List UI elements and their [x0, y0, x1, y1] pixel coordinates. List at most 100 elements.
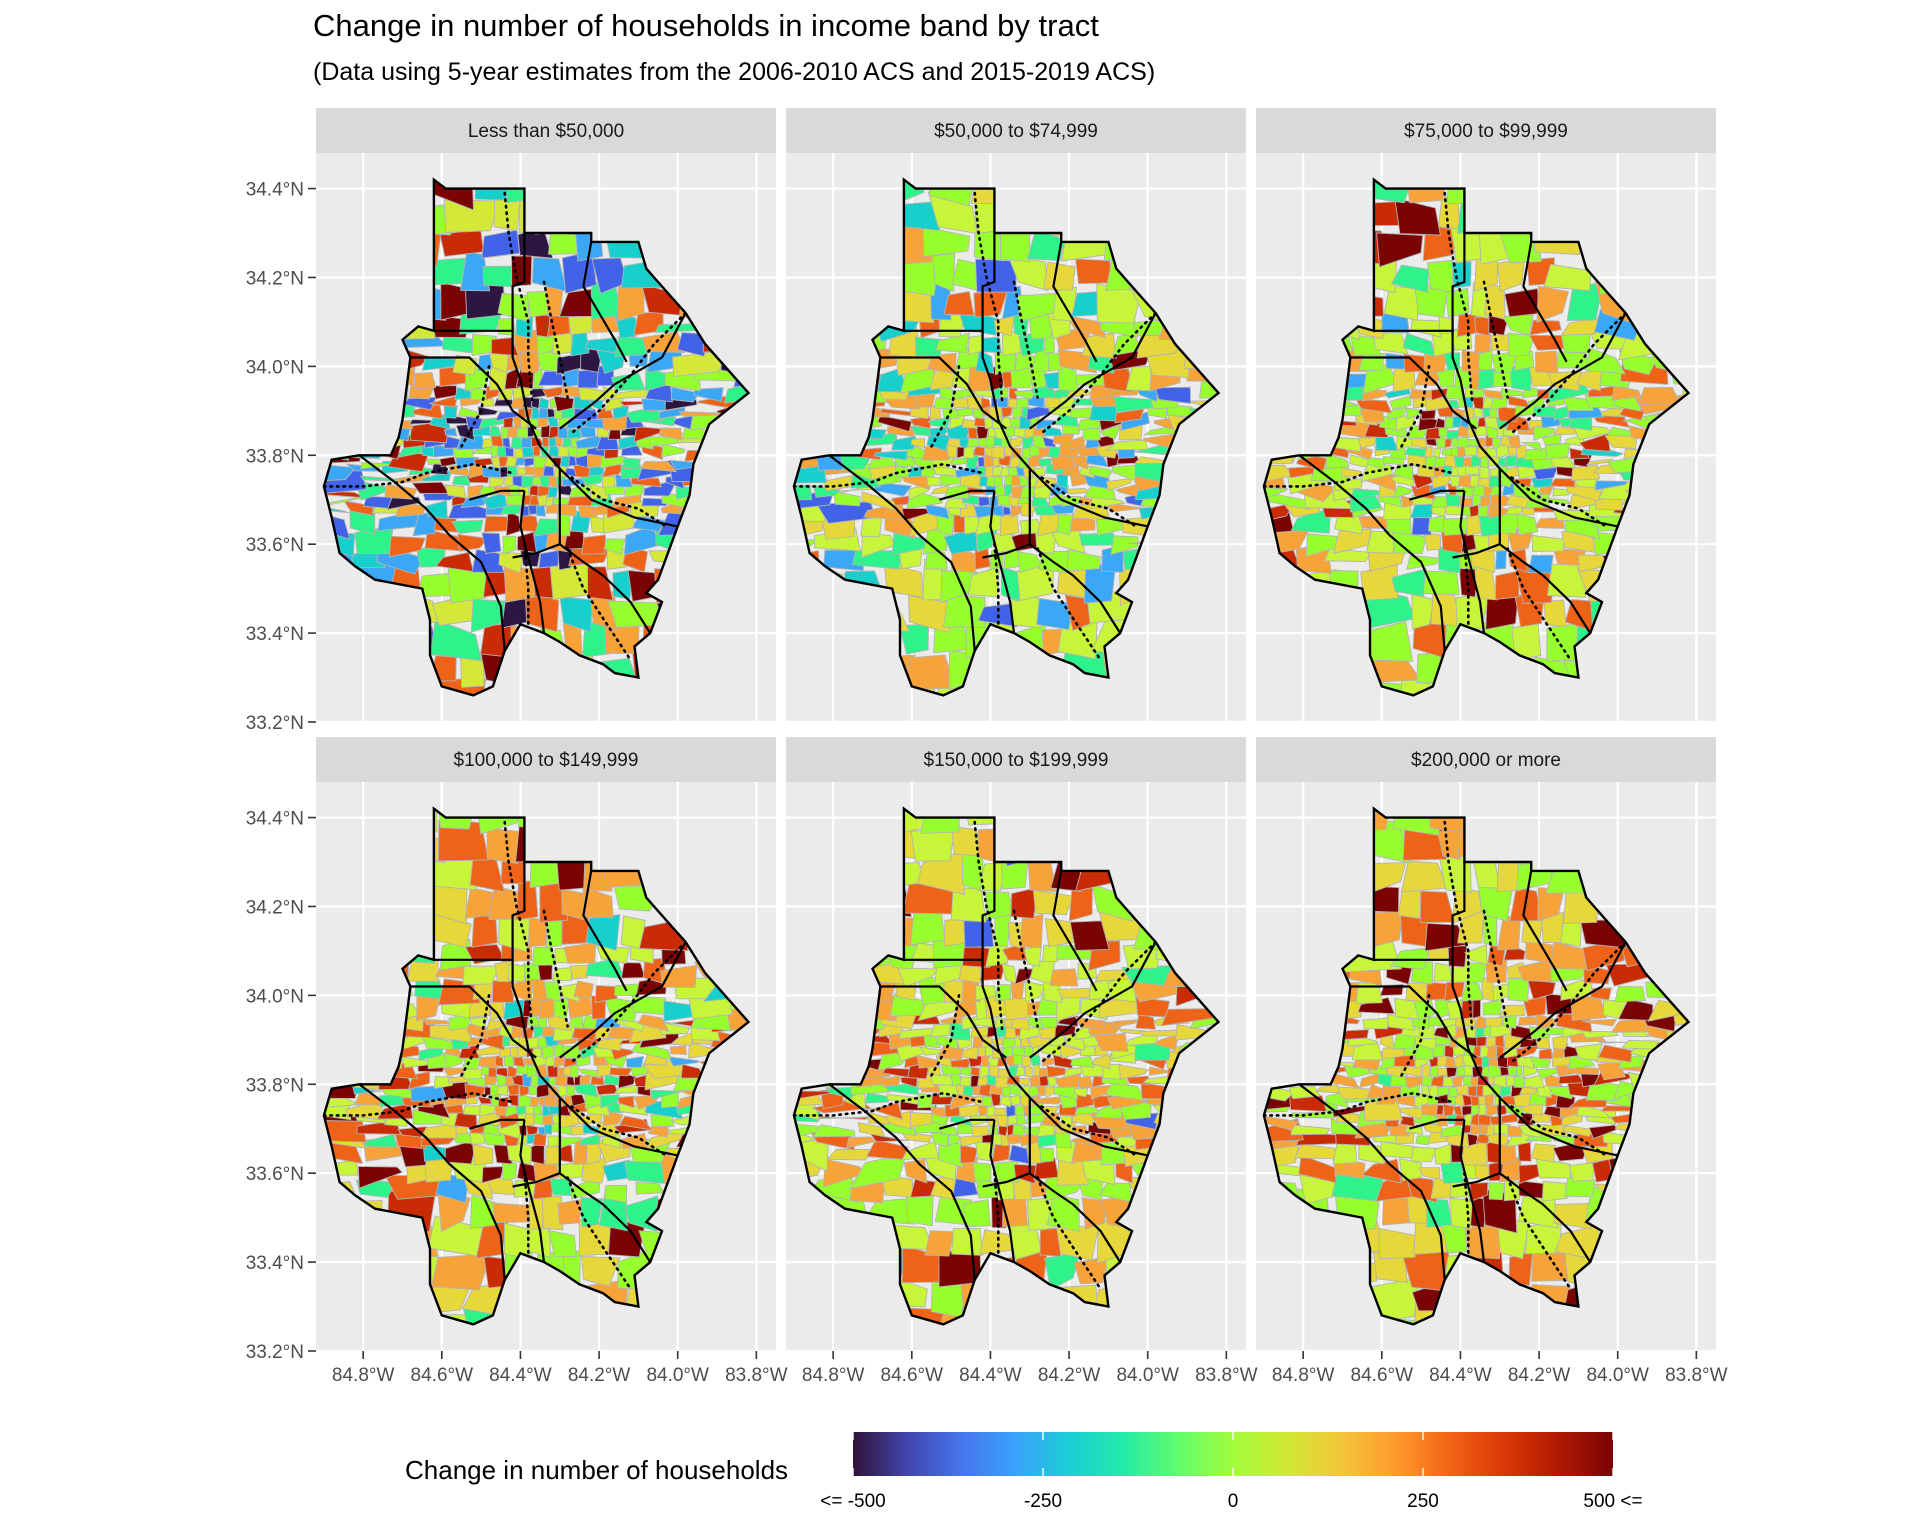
census-tract [1011, 1047, 1026, 1057]
census-tract [566, 1076, 576, 1087]
census-tract [451, 519, 484, 535]
chart-subtitle: (Data using 5-year estimates from the 20… [313, 58, 1156, 86]
census-tract [640, 461, 678, 473]
census-tract [1002, 505, 1012, 516]
census-tract [1120, 411, 1150, 432]
census-tract [962, 1199, 991, 1228]
census-tract [1507, 1066, 1518, 1076]
census-tract [1516, 512, 1539, 536]
census-tract [623, 457, 641, 470]
census-tract [532, 445, 541, 457]
census-tract [1071, 397, 1094, 406]
census-tract [1135, 1012, 1157, 1030]
census-tract [525, 1124, 539, 1136]
highway-line [993, 1171, 1000, 1255]
highway-line [1482, 909, 1509, 1028]
census-tract [1421, 1084, 1431, 1096]
county-border [358, 1083, 506, 1280]
census-tract [1456, 436, 1471, 448]
census-tract [1498, 457, 1506, 468]
county-border [1052, 241, 1098, 363]
x-tick-label: 84.0°W [1586, 1365, 1649, 1386]
census-tract [1289, 1094, 1328, 1112]
census-tract [1355, 398, 1393, 414]
census-tract [386, 496, 422, 511]
census-tract [1450, 447, 1459, 457]
census-tract [539, 474, 551, 488]
county-border [582, 241, 628, 363]
census-tract [833, 491, 861, 507]
x-tick-label: 83.8°W [1195, 1365, 1258, 1386]
highway-line [993, 542, 1000, 626]
census-tract [1394, 197, 1441, 236]
census-tract [916, 1054, 941, 1069]
census-tract [1386, 406, 1408, 421]
highway-line [542, 280, 569, 399]
county-border [989, 490, 1016, 634]
census-tract [1501, 314, 1534, 336]
census-tract [954, 464, 979, 478]
census-tract [515, 1063, 529, 1075]
census-tract [939, 385, 954, 401]
county-border [469, 489, 525, 501]
census-tract [1493, 1124, 1511, 1135]
county-border [939, 489, 995, 501]
x-tick-label: 83.8°W [1665, 1365, 1728, 1386]
census-tract [618, 1115, 654, 1131]
census-tract [582, 885, 614, 918]
county-border [582, 870, 628, 992]
census-tract [959, 1144, 978, 1164]
facet-panel: $150,000 to $199,999 84.8°W 84.6°W 84.4°W 84… [786, 737, 1258, 1386]
census-tract [967, 335, 983, 356]
facet-strip [1256, 737, 1716, 782]
census-tract [1464, 944, 1488, 966]
facet-strip [316, 108, 776, 153]
census-tract [1564, 1175, 1596, 1198]
census-tract [580, 534, 607, 555]
census-tract [1443, 1103, 1456, 1117]
census-tract [923, 1033, 941, 1049]
census-tract [1448, 399, 1460, 409]
census-tract [1398, 1158, 1423, 1182]
census-tract [1409, 389, 1436, 400]
census-tract [943, 917, 965, 947]
census-tract [1362, 1017, 1390, 1030]
county-border [559, 543, 652, 634]
census-tract [993, 1107, 1007, 1116]
census-tract [680, 1063, 707, 1079]
census-tract [625, 1055, 645, 1068]
census-tract [1570, 464, 1601, 481]
census-tract [1021, 1126, 1040, 1138]
census-tract [573, 980, 594, 999]
county-border [1452, 543, 1501, 559]
highway-line [1443, 191, 1474, 404]
census-tract [1325, 452, 1350, 469]
x-tick-label: 84.6°W [1351, 1365, 1414, 1386]
census-tract [1473, 1015, 1487, 1029]
census-tract [1029, 1054, 1041, 1066]
census-tract [541, 1025, 555, 1037]
census-tract [995, 1016, 1005, 1029]
county-border [903, 862, 996, 961]
census-tract [1518, 1124, 1548, 1138]
county-border [1350, 985, 1477, 1059]
highway-line [570, 476, 668, 528]
census-tract [951, 1228, 983, 1256]
y-tick-label: 33.6°N [246, 535, 304, 556]
census-tract [379, 1095, 405, 1108]
census-tract [1540, 911, 1564, 943]
census-tract [602, 1159, 633, 1182]
census-tract [637, 1014, 670, 1033]
census-tract [584, 337, 621, 355]
census-tract [1078, 532, 1116, 546]
county-border [1499, 1096, 1618, 1157]
highway-line [1510, 476, 1608, 528]
census-tract [1365, 530, 1397, 554]
census-tract [488, 476, 506, 489]
census-tract [1043, 261, 1076, 291]
highway-line [1036, 1176, 1102, 1291]
census-tract [547, 486, 559, 498]
census-tract [1019, 485, 1036, 499]
census-tract [603, 538, 626, 555]
